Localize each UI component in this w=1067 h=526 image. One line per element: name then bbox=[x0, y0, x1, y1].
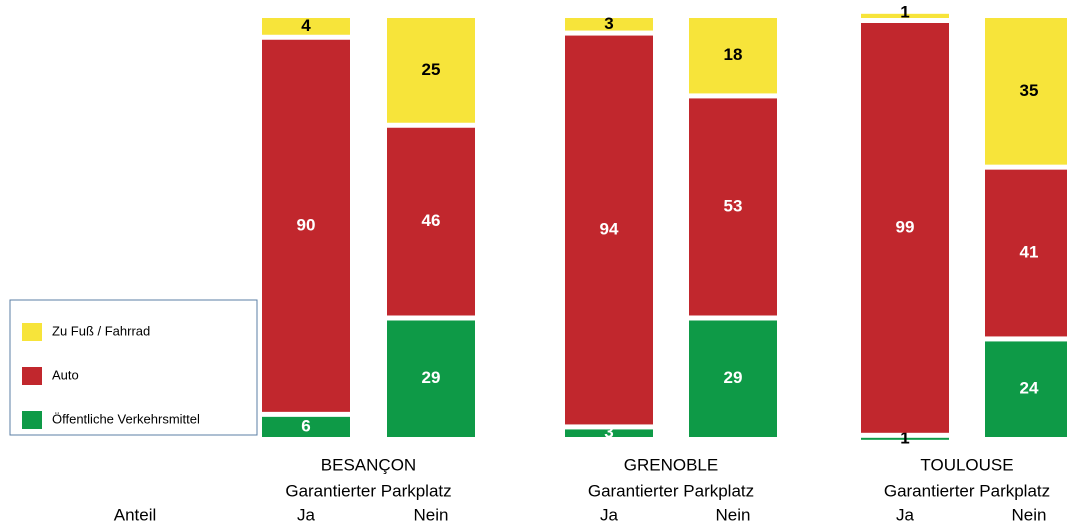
legend-swatch bbox=[22, 323, 42, 341]
value-label: 94 bbox=[600, 219, 619, 238]
value-label: 25 bbox=[422, 60, 441, 79]
value-label: 29 bbox=[422, 368, 441, 387]
group-label: TOULOUSE bbox=[920, 455, 1013, 474]
bar-segment bbox=[985, 169, 1067, 337]
value-label: 53 bbox=[724, 196, 743, 215]
row-label: Anteil bbox=[114, 505, 157, 524]
bar-segment bbox=[861, 13, 949, 18]
value-label: 4 bbox=[301, 16, 311, 35]
x-tick-label: Nein bbox=[716, 505, 751, 524]
legend-label: Zu Fuß / Fahrrad bbox=[52, 323, 150, 338]
value-label: 35 bbox=[1020, 81, 1039, 100]
bar-segment bbox=[689, 18, 777, 94]
bar-segment bbox=[262, 39, 350, 412]
bar-segment bbox=[985, 18, 1067, 165]
legend-label: Auto bbox=[52, 367, 79, 382]
bar-segment bbox=[387, 18, 475, 123]
value-label: 3 bbox=[604, 423, 613, 442]
value-label: 90 bbox=[297, 215, 316, 234]
value-label: 24 bbox=[1020, 379, 1039, 398]
bar-segment bbox=[565, 429, 653, 437]
value-label: 3 bbox=[604, 14, 613, 33]
bar-segment bbox=[565, 35, 653, 425]
x-tick-label: Ja bbox=[896, 505, 915, 524]
group-subtitle: Garantierter Parkplatz bbox=[285, 481, 451, 500]
x-tick-label: Nein bbox=[1012, 505, 1047, 524]
group-label: GRENOBLE bbox=[624, 455, 718, 474]
value-label: 1 bbox=[900, 428, 909, 447]
legend-box bbox=[9, 299, 258, 436]
bar-segment bbox=[861, 23, 949, 433]
bar-segment bbox=[387, 127, 475, 316]
bar-segment bbox=[689, 320, 777, 437]
bar-segment bbox=[262, 18, 350, 35]
bar-segment bbox=[861, 437, 949, 440]
bar-segment bbox=[689, 98, 777, 316]
bar-segment bbox=[985, 341, 1067, 437]
value-label: 41 bbox=[1020, 243, 1039, 262]
group-subtitle: Garantierter Parkplatz bbox=[884, 481, 1050, 500]
value-label: 18 bbox=[724, 45, 743, 64]
bar-segment bbox=[565, 18, 653, 31]
value-label: 29 bbox=[724, 368, 743, 387]
bar-segment bbox=[262, 416, 350, 437]
legend-swatch bbox=[22, 411, 42, 429]
group-label: BESANÇON bbox=[321, 455, 416, 474]
value-label: 1 bbox=[900, 2, 909, 21]
value-label: 46 bbox=[422, 211, 441, 230]
x-tick-label: Ja bbox=[297, 505, 316, 524]
value-label: 6 bbox=[301, 416, 310, 435]
x-tick-label: Ja bbox=[600, 505, 619, 524]
value-label: 99 bbox=[896, 217, 915, 236]
x-tick-label: Nein bbox=[414, 505, 449, 524]
legend-swatch bbox=[22, 367, 42, 385]
legend-label: Öffentliche Verkehrsmittel bbox=[52, 411, 200, 426]
group-subtitle: Garantierter Parkplatz bbox=[588, 481, 754, 500]
bar-segment bbox=[387, 320, 475, 437]
